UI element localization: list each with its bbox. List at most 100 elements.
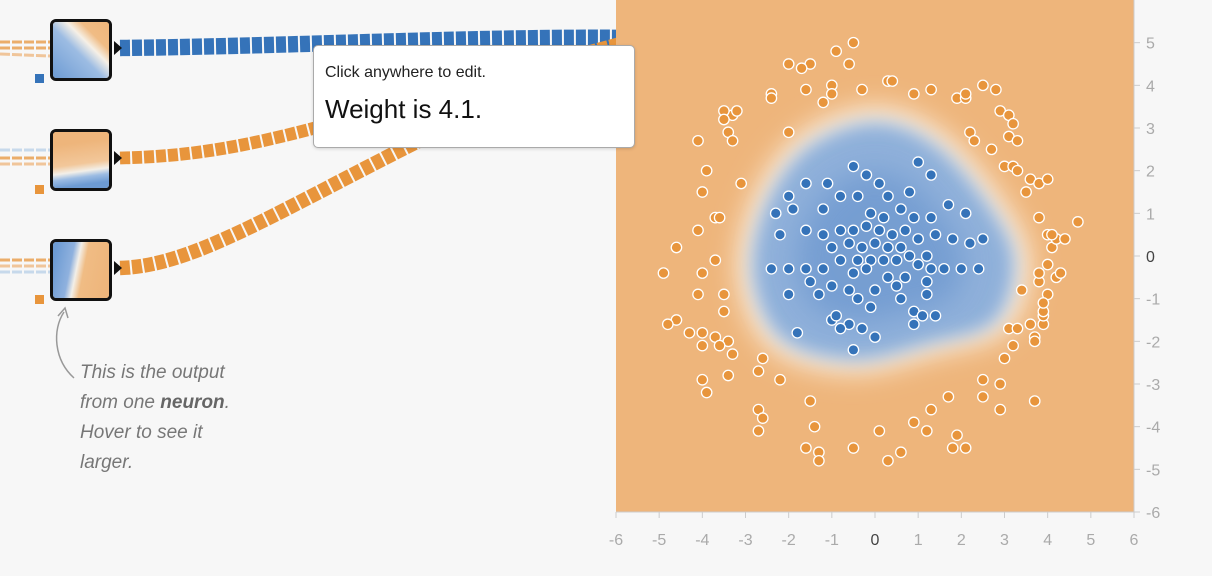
neuron-1[interactable] — [50, 19, 112, 81]
positive-point — [782, 190, 795, 203]
negative-point — [756, 352, 769, 365]
positive-point — [946, 233, 959, 245]
negative-point — [959, 88, 972, 100]
negative-point — [994, 378, 1007, 390]
negative-point — [696, 326, 709, 339]
negative-point — [843, 58, 855, 70]
positive-point — [856, 322, 868, 335]
positive-point — [765, 262, 778, 275]
negative-point — [800, 442, 812, 454]
annotation-line-1: This is the output — [80, 362, 225, 383]
tooltip-edit-hint: Click anywhere to edit. — [325, 64, 486, 81]
negative-point — [692, 288, 704, 301]
negative-point — [718, 288, 730, 301]
tooltip-weight-value: Weight is 4.1. — [325, 94, 483, 124]
negative-point — [726, 348, 739, 360]
negative-point — [713, 339, 726, 352]
positive-point — [782, 288, 795, 301]
positive-point — [851, 190, 864, 203]
negative-point — [692, 224, 704, 237]
negative-point — [825, 88, 838, 100]
positive-point — [920, 275, 933, 288]
annotation-line-3: Hover to see it — [80, 422, 203, 443]
neuron-1-link[interactable] — [119, 29, 640, 57]
y-tick-label: 5 — [1146, 36, 1155, 53]
negative-point — [1059, 233, 1071, 245]
x-tick-label: 0 — [871, 532, 880, 549]
positive-point — [916, 309, 929, 322]
neuron-3[interactable] — [50, 239, 112, 301]
negative-point — [1037, 297, 1050, 309]
y-tick-label: -2 — [1146, 334, 1160, 351]
positive-point — [843, 284, 855, 296]
negative-point — [1011, 322, 1024, 335]
positive-point — [864, 207, 877, 220]
x-tick-label: 6 — [1130, 532, 1139, 549]
negative-point — [1033, 267, 1045, 279]
negative-point — [696, 186, 709, 198]
annotation-line-2-text: from one — [80, 392, 161, 413]
neuron-3-bias[interactable] — [35, 295, 44, 304]
negative-point — [696, 267, 709, 279]
positive-point — [851, 292, 864, 305]
positive-point — [834, 190, 847, 203]
positive-point — [903, 250, 916, 262]
negative-point — [1007, 117, 1019, 130]
annotation-line-2-period: . — [224, 392, 230, 413]
output-plot[interactable]: -6 -5 -4 -3 -2 -1 0 1 2 3 4 5 6 5 4 3 2 1 0 -1 -2 -3 -4 -5 -6 — [600, 0, 1198, 576]
positive-point — [895, 241, 907, 254]
positive-point — [791, 326, 804, 339]
negative-point — [752, 425, 765, 437]
positive-point — [856, 241, 868, 254]
negative-point — [920, 425, 933, 437]
negative-point — [782, 58, 795, 70]
negative-point — [774, 373, 786, 386]
neuron-2[interactable] — [50, 129, 112, 191]
positive-point — [834, 254, 847, 267]
positive-point — [817, 203, 830, 215]
positive-point — [903, 186, 916, 198]
positive-point — [834, 322, 847, 335]
negative-point — [925, 83, 937, 96]
neuron-2-heatmap — [53, 132, 109, 188]
negative-point — [756, 412, 769, 424]
positive-point — [843, 237, 855, 250]
negative-point — [985, 143, 998, 156]
negative-point — [765, 92, 778, 104]
y-tick-label: -6 — [1146, 505, 1160, 522]
neuron-2-bias[interactable] — [35, 185, 44, 194]
positive-point — [869, 237, 881, 250]
negative-point — [977, 79, 989, 92]
positive-point — [860, 169, 873, 181]
negative-point — [895, 446, 907, 459]
positive-point — [964, 237, 976, 250]
x-tick-label: -6 — [609, 532, 623, 549]
annotation-line-2: from one neuron. — [80, 388, 270, 418]
positive-point — [873, 224, 886, 237]
negative-point — [925, 403, 937, 416]
negative-point — [1007, 339, 1019, 352]
weight-tooltip[interactable]: Click anywhere to edit. Weight is 4.1. — [313, 45, 635, 148]
negative-point — [1041, 258, 1054, 271]
annotation-neuron-word: neuron — [160, 392, 225, 413]
positive-point — [882, 190, 894, 203]
positive-point — [955, 262, 968, 275]
neuron-3-heatmap — [53, 242, 109, 298]
x-tick-label: -4 — [695, 532, 709, 549]
positive-point — [890, 280, 903, 292]
neuron-1-bias[interactable] — [35, 74, 44, 83]
positive-point — [972, 262, 985, 275]
positive-point — [817, 262, 830, 275]
positive-point — [847, 160, 860, 173]
positive-point — [899, 224, 912, 237]
negative-point — [1011, 134, 1024, 147]
positive-point — [920, 288, 933, 301]
positive-point — [925, 211, 937, 224]
positive-point — [890, 254, 903, 267]
positive-point — [907, 318, 920, 331]
positive-point — [882, 271, 894, 284]
y-tick-label: -1 — [1146, 292, 1160, 309]
negative-point — [800, 83, 812, 96]
positive-point — [830, 309, 842, 322]
